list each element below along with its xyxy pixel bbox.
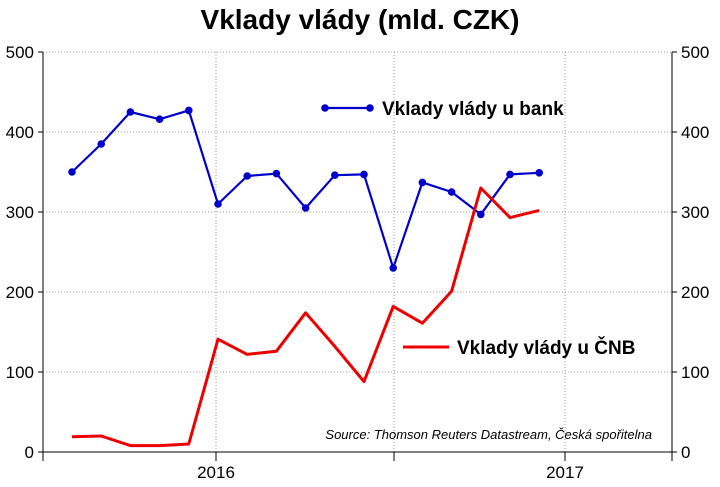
data-point — [243, 172, 251, 180]
data-point — [126, 108, 135, 116]
data-point — [68, 168, 76, 176]
y-tick-label-left: 300 — [6, 203, 34, 222]
data-point — [447, 188, 456, 196]
series-layer — [68, 106, 543, 448]
y-tick-label-left: 0 — [25, 443, 34, 462]
data-point — [418, 178, 427, 187]
y-tick-label-right: 200 — [681, 283, 709, 302]
legend-marker-bank — [366, 104, 374, 112]
data-point — [389, 264, 398, 272]
data-point — [331, 171, 339, 179]
legend-label-bank: Vklady vlády u bank — [382, 99, 564, 120]
series-line-bank — [71, 109, 540, 270]
data-point — [301, 204, 310, 212]
legend: Vklady vlády u bank Vklady vlády u ČNB — [321, 99, 635, 359]
y-tick-label-left: 500 — [6, 43, 34, 62]
chart-title: Vklady vlády (mld. CZK) — [201, 4, 520, 35]
legend-marker-bank — [321, 104, 329, 112]
x-tick-label: 2017 — [546, 463, 584, 482]
data-point — [185, 106, 193, 115]
data-point — [97, 140, 105, 148]
y-tick-label-left: 100 — [6, 363, 34, 382]
data-point — [214, 200, 222, 208]
data-point — [477, 210, 485, 219]
y-tick-label-right: 0 — [681, 443, 690, 462]
y-tick-label-right: 100 — [681, 363, 709, 382]
y-tick-label-right: 500 — [681, 43, 709, 62]
data-point — [155, 115, 164, 123]
gridlines — [43, 51, 672, 452]
x-tick-label: 2016 — [197, 463, 235, 482]
data-point — [535, 169, 543, 177]
y-tick-label-left: 200 — [6, 283, 34, 302]
y-tick-label-left: 400 — [6, 123, 34, 142]
legend-label-cnb: Vklady vlády u ČNB — [457, 337, 635, 359]
y-tick-label-right: 300 — [681, 203, 709, 222]
axes: 0 0 100 100 200 200 300 300 400 400 500 500 2016 2017 — [6, 43, 710, 482]
series-line-cnb — [71, 186, 540, 448]
data-point — [360, 170, 368, 179]
data-point — [506, 170, 514, 179]
source-note: Source: Thomson Reuters Datastream, Česk… — [325, 427, 652, 442]
y-tick-label-right: 400 — [681, 123, 709, 142]
data-point — [272, 169, 281, 178]
